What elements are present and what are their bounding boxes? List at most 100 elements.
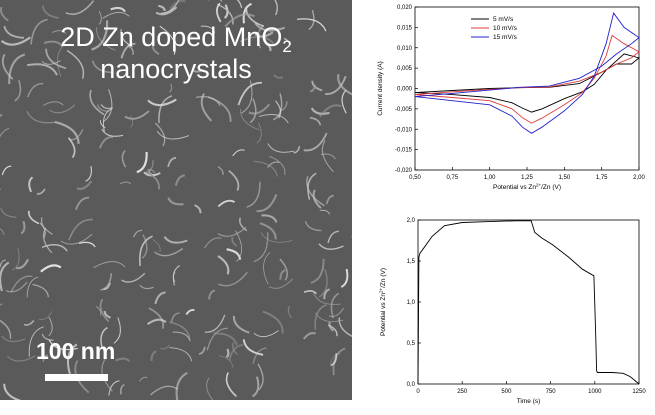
y-tick-label: 0,005: [397, 66, 413, 72]
nanosheet-flake: [330, 353, 338, 367]
x-tick-label: 1000: [588, 389, 602, 395]
legend-label-0: 5 mV/s: [493, 16, 514, 23]
cv-chart: 0,50 0,75 1,00 1,25 1,50 1,75 2,00 -0,020 -0,015…: [377, 5, 645, 192]
y-tick-label: 0,015: [397, 25, 413, 31]
nanosheet-flake: [172, 265, 181, 286]
nanosheet-flake: [85, 166, 92, 182]
nanosheet-flake: [238, 217, 248, 232]
x-tick-label: 1250: [632, 389, 646, 395]
nanosheet-flake: [95, 305, 102, 316]
nanosheet-flake: [1, 165, 12, 176]
y-tick-label: -0,010: [395, 127, 413, 133]
nanosheet-flake: [133, 229, 143, 238]
y-tick-label: 0,020: [397, 5, 413, 11]
nanosheet-flake: [224, 13, 256, 28]
nanosheet-flake: [189, 34, 200, 39]
nanosheet-flake: [269, 155, 286, 175]
nanosheet-flake: [119, 383, 125, 395]
nanosheet-flake: [167, 197, 184, 206]
nanosheet-flake: [258, 114, 289, 124]
nanosheet-flake: [67, 343, 78, 376]
nanosheet-flake: [20, 220, 26, 235]
nanosheet-flake: [0, 261, 10, 292]
nanosheet-flake: [60, 233, 93, 245]
nanosheet-flake: [147, 168, 156, 174]
x-tick-label: 2,00: [633, 175, 645, 181]
series-line-0: [417, 220, 640, 385]
nanosheet-flake: [145, 171, 160, 190]
nanosheet-flake: [43, 101, 64, 106]
nanosheet-flake: [287, 305, 293, 319]
nanosheet-flake: [226, 248, 242, 260]
plot-frame: [417, 219, 640, 385]
nanosheet-flake: [0, 227, 5, 236]
nanosheet-flake: [252, 347, 267, 364]
nanosheet-flake: [321, 139, 334, 173]
x-tick-label: 750: [546, 389, 557, 395]
nanosheet-flake: [338, 317, 352, 338]
nanosheet-flake: [113, 317, 121, 344]
nanosheet-flake: [251, 376, 260, 398]
nanosheet-flake: [206, 377, 214, 400]
charge-discharge-chart: 0 250 500 750 1000 1250 0,0 0,5 1,0 1,5 2,0 Time (s…: [379, 218, 647, 405]
nanosheet-flake: [89, 89, 105, 116]
nanosheet-flake: [156, 130, 190, 140]
x-tick-label: 0,75: [446, 175, 458, 181]
nanosheet-flake: [160, 344, 170, 350]
nanosheet-flake: [337, 74, 352, 96]
nanosheet-flake: [280, 101, 288, 111]
nanosheet-flake: [217, 166, 224, 175]
nanosheet-flake: [54, 120, 80, 144]
nanosheet-flake: [146, 318, 167, 325]
nanosheet-flake: [302, 331, 316, 340]
nanosheet-flake: [28, 326, 44, 357]
nanosheet-flake: [0, 113, 3, 118]
nanosheet-flake: [130, 115, 134, 128]
nanosheet-flake: [307, 172, 317, 200]
nanosheet-flake: [241, 80, 253, 114]
legend-label-2: 15 mV/s: [493, 34, 518, 41]
nanosheet-flake: [327, 230, 339, 244]
nanosheet-flake: [256, 194, 278, 213]
nanosheet-flake: [150, 350, 157, 362]
nanosheet-flake: [328, 307, 345, 317]
nanosheet-flake: [127, 44, 134, 55]
nanosheet-flake: [213, 332, 238, 346]
nanosheet-flake: [208, 289, 216, 300]
nanosheet-flake: [242, 339, 264, 356]
nanosheet-flake: [97, 104, 109, 112]
nanosheet-flake: [141, 234, 148, 259]
nanosheet-flake: [254, 22, 286, 32]
scale-bar-label: 100 nm: [36, 338, 116, 364]
nanosheet-flake: [318, 268, 328, 298]
nanosheet-flake: [41, 5, 59, 19]
nanosheet-flake: [267, 161, 280, 168]
nanosheet-flake: [216, 3, 234, 25]
nanosheet-flake: [41, 60, 61, 65]
x-axis-label: Potential vs Zn2+/Zn (V): [493, 183, 561, 192]
nanosheet-flake: [40, 217, 53, 235]
nanosheet-flake: [67, 137, 76, 159]
nanosheet-flake: [293, 145, 301, 154]
nanosheet-flake: [100, 326, 108, 349]
nanosheet-flake: [163, 236, 188, 244]
nanosheet-flake: [185, 308, 195, 316]
nanosheet-flake: [319, 209, 331, 215]
x-tick-label: 250: [457, 389, 468, 395]
nanosheet-flake: [65, 0, 95, 15]
nanosheet-flake: [310, 258, 325, 284]
nanosheet-flake: [231, 236, 238, 247]
nanosheet-flake: [155, 6, 178, 16]
y-tick-label: 1,5: [407, 259, 416, 265]
nanosheet-flake: [318, 243, 344, 250]
micrograph-title-main: 2D Zn doped MnO: [60, 22, 283, 52]
nanosheet-flake: [0, 259, 6, 268]
nanosheet-flake: [40, 264, 62, 273]
nanosheet-flake: [253, 330, 279, 338]
nanosheet-flake: [0, 208, 17, 218]
micrograph-title-subscript: 2: [282, 37, 292, 56]
y-tick-label: 0,0: [407, 382, 416, 388]
nanosheet-flake: [304, 220, 322, 232]
sem-texture: [0, 0, 352, 400]
nanosheet-flake: [273, 74, 284, 79]
